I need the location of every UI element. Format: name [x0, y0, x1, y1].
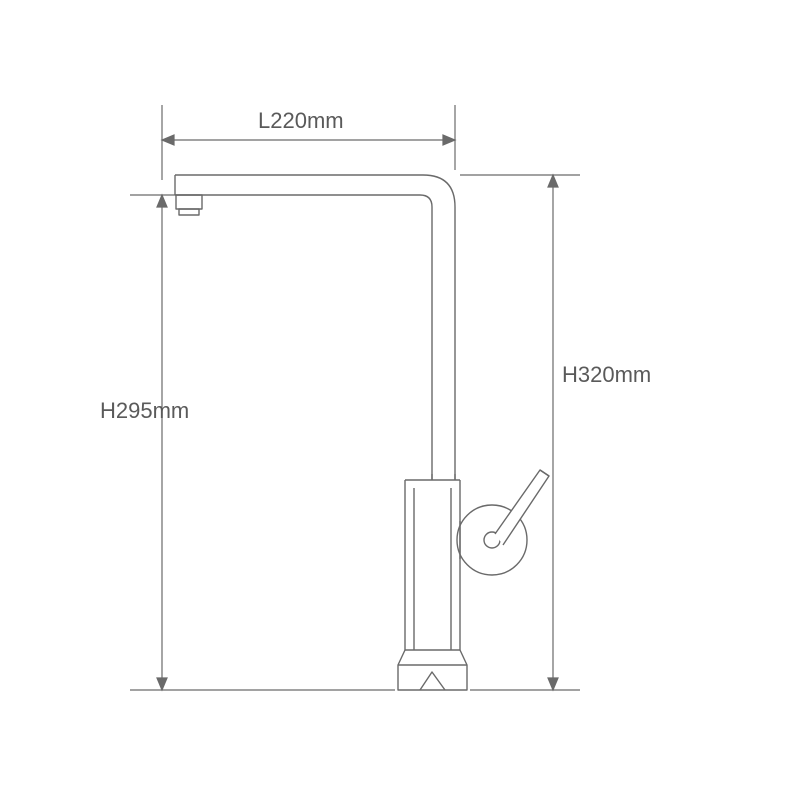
- faucet-outline: [175, 175, 549, 690]
- faucet-diagram: L220mm H295mm H320mm: [0, 0, 800, 800]
- dimension-lines: [130, 105, 580, 690]
- dim-total-height: H320mm: [562, 362, 651, 388]
- dim-spout-length: L220mm: [258, 108, 344, 134]
- dim-spout-height: H295mm: [100, 398, 189, 424]
